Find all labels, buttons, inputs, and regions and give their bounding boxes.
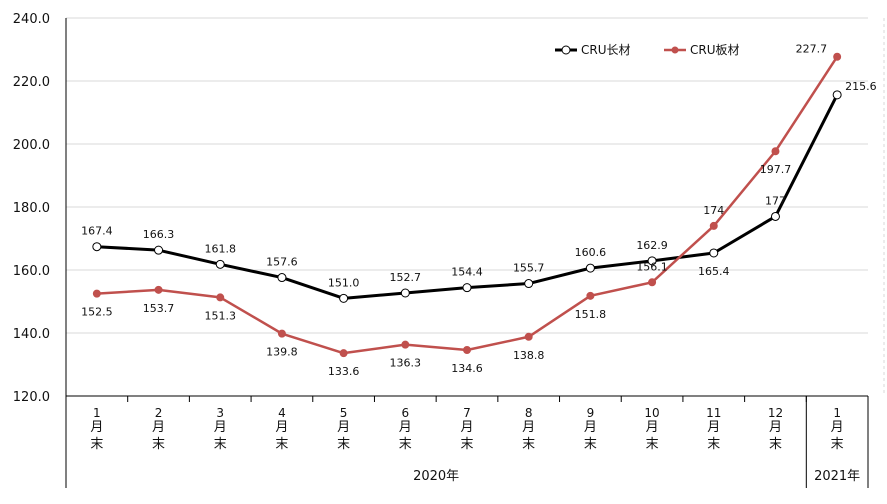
- y-tick-label: 180.0: [13, 201, 50, 216]
- legend-label: CRU长材: [581, 43, 631, 57]
- data-label: 227.7: [796, 43, 828, 56]
- data-labels: 167.4 166.3 161.8 157.6 151.0 152.7 154.4 155.7…: [81, 43, 877, 378]
- x-category-label: 4 月末: [275, 406, 288, 452]
- data-point: [401, 340, 410, 349]
- data-point: [277, 329, 286, 338]
- data-point: [585, 263, 595, 273]
- data-point: [524, 332, 533, 341]
- x-category-label: 1 月末: [831, 406, 844, 452]
- data-label: 157.6: [266, 256, 298, 269]
- data-label: 151.8: [575, 308, 607, 321]
- data-label: 133.6: [328, 365, 360, 378]
- data-label: 160.6: [575, 246, 607, 259]
- data-point: [400, 288, 410, 298]
- data-label: 134.6: [451, 362, 483, 375]
- data-label: 166.3: [143, 228, 175, 241]
- data-label: 138.8: [513, 349, 545, 362]
- y-tick-label: 160.0: [13, 264, 50, 279]
- data-label: 152.5: [81, 306, 113, 319]
- y-tick-label: 240.0: [13, 12, 50, 27]
- series-layer: [92, 52, 842, 358]
- data-point: [277, 273, 287, 283]
- data-label: 153.7: [143, 302, 175, 315]
- data-label: 161.8: [204, 242, 236, 255]
- data-label: 197.7: [760, 163, 792, 176]
- data-label: 167.4: [81, 225, 113, 238]
- x-category-label: 10 月末: [644, 406, 659, 452]
- data-point: [154, 245, 164, 255]
- data-point: [648, 278, 657, 287]
- x-category-label: 5 月末: [337, 406, 350, 452]
- data-label: 151.3: [204, 309, 236, 322]
- group-label: 2021年: [814, 469, 860, 484]
- y-tick-label: 140.0: [13, 327, 50, 342]
- data-point: [771, 147, 780, 156]
- data-point: [833, 52, 842, 61]
- data-label: 155.7: [513, 262, 545, 275]
- data-label: 177: [765, 194, 786, 207]
- data-point: [92, 289, 101, 298]
- data-point: [647, 256, 657, 266]
- x-category-label: 8 月末: [522, 406, 535, 452]
- x-category-label: 11 月末: [706, 406, 721, 452]
- data-point: [92, 242, 102, 252]
- data-point: [586, 291, 595, 300]
- y-tick-label: 200.0: [13, 138, 50, 153]
- data-label: 136.3: [390, 357, 422, 370]
- data-point: [709, 221, 718, 230]
- gridlines: [66, 17, 885, 396]
- data-label: 215.6: [845, 80, 877, 93]
- legend-label: CRU板材: [690, 43, 740, 57]
- y-tick-label: 120.0: [13, 390, 50, 405]
- data-point: [216, 293, 225, 302]
- legend: CRU长材 CRU板材: [555, 43, 740, 57]
- data-point: [215, 259, 225, 269]
- data-label: 162.9: [636, 239, 668, 252]
- data-point: [832, 90, 842, 100]
- data-label: 151.0: [328, 276, 360, 289]
- x-category-label: 2 月末: [152, 406, 165, 452]
- x-category-label: 6 月末: [399, 406, 412, 452]
- x-axis: 1 月末 2 月末 3 月末 4 月末 5 月末 6 月末 7 月末 8 月末 9 月末 10 月末 11 月末 12 月末 1…: [65, 395, 869, 488]
- x-category-label: 12 月末: [768, 406, 783, 452]
- x-category-label: 9 月末: [584, 406, 597, 452]
- data-point: [463, 346, 471, 355]
- data-label: 154.4: [451, 266, 483, 279]
- data-point: [709, 248, 719, 258]
- data-point: [770, 211, 780, 221]
- legend-marker: [671, 46, 679, 54]
- group-label: 2020年: [413, 469, 459, 484]
- data-point: [154, 285, 163, 294]
- data-point: [339, 349, 348, 358]
- legend-marker: [561, 45, 571, 55]
- data-label: 152.7: [390, 271, 422, 284]
- data-point: [524, 279, 534, 289]
- data-label: 156.1: [636, 260, 668, 273]
- data-label: 165.4: [698, 265, 730, 278]
- y-axis: 120.0 140.0 160.0 180.0 200.0 220.0 240.0: [13, 12, 67, 488]
- data-label: 174: [703, 204, 724, 217]
- x-category-label: 7 月末: [460, 406, 473, 452]
- data-point: [462, 283, 472, 293]
- x-category-label: 3 月末: [214, 406, 227, 452]
- y-tick-label: 220.0: [13, 75, 50, 90]
- x-category-label: 1 月末: [90, 406, 103, 452]
- data-point: [339, 293, 349, 303]
- data-label: 139.8: [266, 346, 298, 359]
